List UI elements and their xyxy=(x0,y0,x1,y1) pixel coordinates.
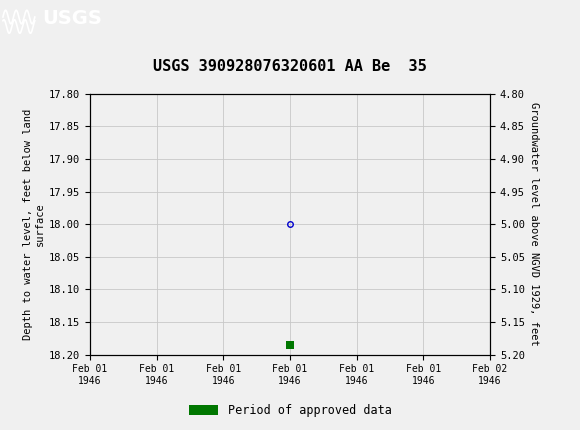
Y-axis label: Groundwater level above NGVD 1929, feet: Groundwater level above NGVD 1929, feet xyxy=(529,102,539,346)
Bar xyxy=(287,341,293,349)
Legend: Period of approved data: Period of approved data xyxy=(184,399,396,422)
Text: USGS: USGS xyxy=(42,9,102,28)
Text: USGS 390928076320601 AA Be  35: USGS 390928076320601 AA Be 35 xyxy=(153,59,427,74)
Y-axis label: Depth to water level, feet below land
surface: Depth to water level, feet below land su… xyxy=(23,109,45,340)
